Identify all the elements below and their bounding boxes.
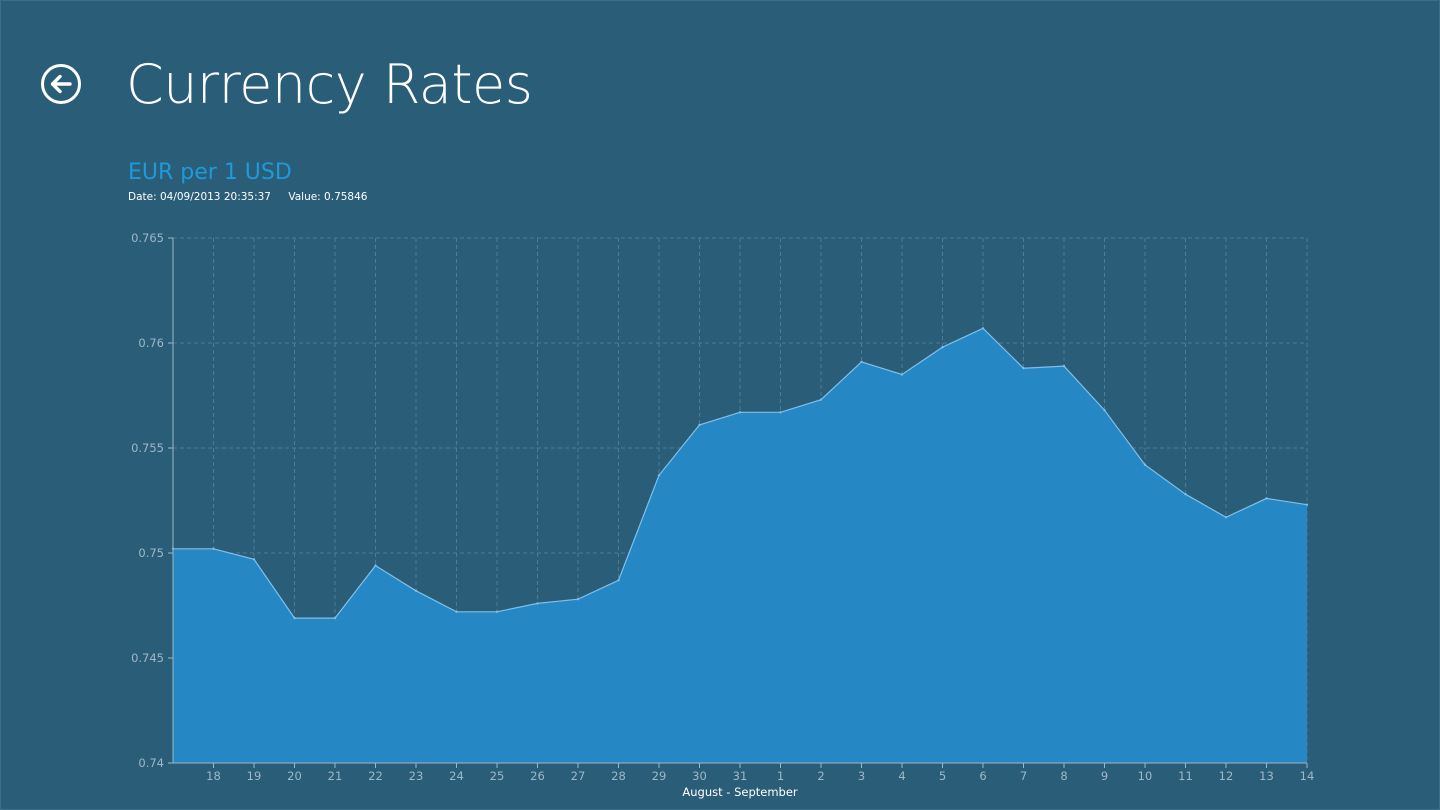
rate-data-point bbox=[536, 602, 539, 605]
x-tick-label: 19 bbox=[247, 769, 262, 783]
rate-data-point bbox=[495, 610, 499, 613]
rate-data-point bbox=[860, 360, 863, 364]
rate-data-point bbox=[414, 589, 418, 592]
x-tick-label: 13 bbox=[1259, 769, 1274, 783]
page-title: Currency Rates bbox=[126, 53, 533, 116]
y-tick-label: 0.76 bbox=[138, 336, 164, 350]
x-tick-label: 8 bbox=[1060, 769, 1067, 783]
x-tick-label: 25 bbox=[490, 769, 505, 783]
y-tick-label: 0.755 bbox=[131, 441, 164, 455]
arrow-left-icon bbox=[50, 74, 72, 94]
x-tick-label: 18 bbox=[206, 769, 221, 783]
x-axis-title: August - September bbox=[682, 785, 798, 799]
x-tick-label: 14 bbox=[1300, 769, 1315, 783]
x-tick-label: 6 bbox=[979, 769, 986, 783]
rate-data-point bbox=[617, 579, 620, 582]
rate-area-fill bbox=[173, 328, 1307, 763]
back-button[interactable] bbox=[41, 64, 81, 104]
x-tick-label: 9 bbox=[1101, 769, 1108, 783]
rate-data-point bbox=[455, 610, 458, 613]
rate-data-point bbox=[1143, 463, 1147, 466]
x-tick-label: 29 bbox=[652, 769, 667, 783]
rate-data-point bbox=[1305, 503, 1309, 506]
rate-data-point bbox=[1184, 493, 1187, 496]
chart-meta: Date: 04/09/2013 20:35:37 Value: 0.75846 bbox=[128, 189, 367, 205]
x-tick-label: 26 bbox=[530, 769, 545, 783]
rate-data-point bbox=[1265, 497, 1268, 500]
selected-date-text: Date: 04/09/2013 20:35:37 bbox=[128, 191, 271, 203]
rate-data-point bbox=[900, 373, 904, 376]
x-tick-label: 1 bbox=[777, 769, 784, 783]
x-tick-label: 24 bbox=[449, 769, 464, 783]
y-tick-label: 0.75 bbox=[138, 546, 164, 560]
rate-data-point bbox=[819, 398, 823, 401]
rate-data-point bbox=[1022, 367, 1025, 370]
x-tick-label: 27 bbox=[571, 769, 586, 783]
x-tick-label: 21 bbox=[328, 769, 343, 783]
x-tick-label: 31 bbox=[733, 769, 748, 783]
chart-title: EUR per 1 USD bbox=[128, 160, 292, 185]
chart-series bbox=[171, 327, 1309, 763]
rate-data-point bbox=[1103, 409, 1106, 412]
rate-data-point bbox=[941, 346, 944, 349]
y-tick-label: 0.74 bbox=[138, 756, 164, 770]
rate-data-point bbox=[779, 411, 782, 414]
x-tick-label: 5 bbox=[939, 769, 946, 783]
rate-data-point bbox=[698, 423, 701, 427]
x-tick-label: 20 bbox=[287, 769, 302, 783]
rate-data-point bbox=[252, 558, 256, 561]
rate-data-point bbox=[333, 616, 337, 620]
y-tick-label: 0.765 bbox=[131, 231, 164, 245]
rate-data-point bbox=[738, 411, 742, 414]
x-tick-label: 4 bbox=[898, 769, 905, 783]
x-tick-label: 11 bbox=[1178, 769, 1193, 783]
x-tick-label: 2 bbox=[817, 769, 824, 783]
x-tick-label: 22 bbox=[368, 769, 383, 783]
x-tick-label: 7 bbox=[1020, 769, 1027, 783]
selected-value-text: Value: 0.75846 bbox=[288, 191, 368, 203]
x-tick-label: 28 bbox=[611, 769, 626, 783]
rate-data-point bbox=[1224, 516, 1228, 519]
x-tick-label: 3 bbox=[858, 769, 865, 783]
x-tick-label: 30 bbox=[692, 769, 707, 783]
rate-data-point bbox=[576, 598, 580, 601]
rate-data-point bbox=[293, 616, 296, 620]
x-tick-label: 10 bbox=[1138, 769, 1153, 783]
y-tick-label: 0.745 bbox=[131, 651, 164, 665]
rate-data-point bbox=[981, 327, 985, 330]
x-tick-label: 23 bbox=[409, 769, 424, 783]
x-tick-label: 12 bbox=[1219, 769, 1234, 783]
rate-data-point bbox=[657, 474, 661, 477]
rate-data-point bbox=[212, 547, 215, 550]
rate-data-point bbox=[374, 564, 377, 567]
rate-data-point bbox=[1062, 364, 1066, 368]
